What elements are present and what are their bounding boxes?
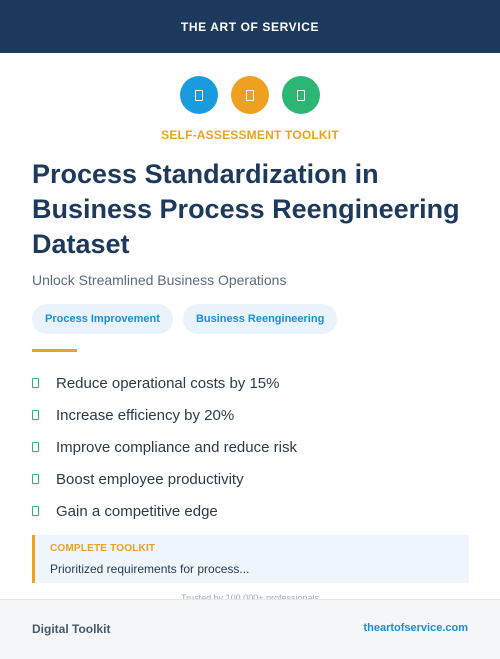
- tag-list: Process Improvement Business Reengineeri…: [32, 304, 338, 334]
- tag-process-improvement[interactable]: Process Improvement: [32, 304, 173, 334]
- checklist-icon: [282, 76, 320, 114]
- benefit-text: Increase efficiency by 20%: [56, 406, 235, 424]
- benefit-item: Boost employee productivity: [32, 463, 297, 495]
- toolkit-callout: COMPLETE TOOLKIT Prioritized requirement…: [32, 535, 469, 583]
- toolkit-kicker: SELF-ASSESSMENT TOOLKIT: [161, 128, 339, 142]
- benefit-item: Reduce operational costs by 15%: [32, 367, 297, 399]
- page-title: Process Standardization in Business Proc…: [32, 159, 460, 259]
- clipboard-icon: [180, 76, 218, 114]
- accent-divider: [32, 349, 77, 352]
- benefit-item: Increase efficiency by 20%: [32, 399, 297, 431]
- benefit-item: Gain a competitive edge: [32, 495, 297, 527]
- benefit-text: Reduce operational costs by 15%: [56, 374, 280, 392]
- website-link[interactable]: theartofservice.com: [363, 622, 468, 634]
- header-bar: THE ART OF SERVICE: [0, 0, 500, 53]
- brand-name: THE ART OF SERVICE: [180, 19, 320, 34]
- tag-business-reengineering[interactable]: Business Reengineering: [182, 304, 338, 334]
- check-icon: [32, 442, 39, 452]
- check-icon: [32, 474, 39, 484]
- benefit-text: Gain a competitive edge: [56, 502, 218, 520]
- footer-label: Digital Toolkit: [32, 622, 111, 636]
- callout-text: Prioritized requirements for process...: [50, 562, 250, 576]
- feature-icons: [0, 76, 500, 114]
- check-icon: [32, 410, 39, 420]
- benefit-text: Improve compliance and reduce risk: [56, 438, 297, 456]
- callout-label: COMPLETE TOOLKIT: [50, 543, 156, 554]
- subtitle: Unlock Streamlined Business Operations: [32, 272, 287, 288]
- footer-bar: Digital Toolkit theartofservice.com: [0, 599, 500, 659]
- check-icon: [32, 506, 39, 516]
- benefit-text: Boost employee productivity: [56, 470, 244, 488]
- benefit-item: Improve compliance and reduce risk: [32, 431, 297, 463]
- check-icon: [32, 378, 39, 388]
- chart-icon: [231, 76, 269, 114]
- trust-note: Trusted by 100,000+ professionals: [180, 593, 319, 603]
- benefit-list: Reduce operational costs by 15% Increase…: [32, 367, 297, 527]
